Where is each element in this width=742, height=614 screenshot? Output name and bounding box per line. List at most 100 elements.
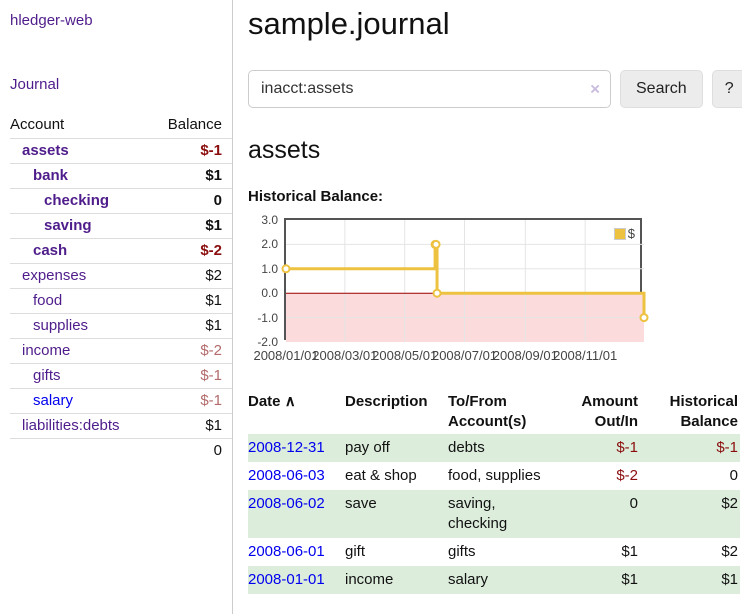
account-link-assets[interactable]: assets (22, 142, 69, 159)
register-balance: $2 (721, 543, 738, 560)
account-link-bank[interactable]: bank (33, 167, 69, 184)
account-row: expenses $2 (10, 263, 232, 289)
register-row: 2008-06-02 save saving, checking 0 $2 (248, 490, 740, 538)
account-row: salary $-1 (10, 388, 232, 414)
search-box: × (248, 70, 611, 108)
account-link-gifts[interactable]: gifts (33, 367, 61, 384)
x-axis-tick-label: 2008/03/01 (312, 348, 378, 363)
register-description: save (345, 495, 377, 512)
data-point-marker (431, 239, 441, 249)
register-description: pay off (345, 439, 390, 456)
help-button[interactable]: ? (711, 70, 742, 108)
account-balance: $1 (149, 213, 232, 239)
data-point-marker (281, 264, 291, 274)
account-balance: $-1 (149, 388, 232, 414)
account-balance: $-2 (149, 238, 232, 264)
x-axis-tick-label: 2008/09/01 (492, 348, 558, 363)
register-accounts: saving, checking (448, 495, 508, 532)
accounts-header-balance: Balance (149, 112, 232, 139)
register-header-row: Date ∧ Description To/From Account(s) Am… (248, 390, 740, 434)
account-balance: $-1 (149, 363, 232, 389)
register-date-link[interactable]: 2008-06-02 (248, 495, 325, 512)
account-balance: $-1 (149, 138, 232, 164)
account-link-saving[interactable]: saving (44, 217, 92, 234)
register-balance: $2 (721, 495, 738, 512)
account-link-cash[interactable]: cash (33, 242, 68, 259)
y-axis-tick-label: -2.0 (257, 335, 278, 349)
register-description: income (345, 571, 394, 588)
account-link-salary[interactable]: salary (33, 392, 74, 409)
register-row: 2008-01-01 income salary $1 $1 (248, 566, 740, 594)
x-axis-tick-label: 2008/11/01 (553, 348, 618, 363)
y-axis-tick-label: 3.0 (261, 213, 278, 227)
data-point-marker (639, 313, 649, 323)
account-balance: $1 (149, 288, 232, 314)
account-balance: $-2 (149, 338, 232, 364)
account-balance: 0 (149, 188, 232, 214)
register-date-link[interactable]: 2008-06-03 (248, 467, 325, 484)
account-balance: $1 (149, 413, 232, 439)
register-header-balance: Historical Balance (669, 393, 738, 430)
account-link-income[interactable]: income (22, 342, 71, 359)
account-row: saving $1 (10, 213, 232, 239)
sort-ascending-icon: ∧ (284, 393, 296, 410)
register-amount: $1 (621, 543, 638, 560)
accounts-header-row: Account Balance (10, 112, 232, 139)
register-row: 2008-06-01 gift gifts $1 $2 (248, 538, 740, 566)
account-row: liabilities:debts $1 (10, 413, 232, 439)
chart-plot-area: $ (281, 218, 649, 342)
accounts-header-account: Account (10, 112, 150, 139)
sidebar-item-journal[interactable]: Journal (10, 76, 60, 93)
accounts-total-row: 0 (10, 438, 232, 463)
register-description: gift (345, 543, 366, 560)
account-row: assets $-1 (10, 138, 232, 164)
y-axis-tick-label: -1.0 (257, 310, 278, 325)
sidebar: hledger-web Journal Account Balance asse… (0, 0, 233, 614)
account-link-supplies[interactable]: supplies (33, 317, 89, 334)
register-row: 2008-06-03 eat & shop food, supplies $-2 0 (248, 462, 740, 490)
legend-series-swatch-icon (613, 227, 626, 240)
accounts-table: Account Balance assets $-1 bank $1 checking 0… (10, 112, 232, 463)
register-table: Date ∧ Description To/From Account(s) Am… (248, 390, 740, 594)
historical-balance-chart: $ 3.0 2.0 1.0 0.0 -1.0 -2.0 2008/01/01 2008/03/… (248, 213, 649, 368)
clear-search-icon[interactable]: × (590, 79, 600, 99)
search-form: × Search ? (248, 70, 742, 108)
search-button[interactable]: Search (620, 70, 703, 108)
register-balance: $1 (721, 571, 738, 588)
x-axis-tick-label: 2008/07/01 (431, 348, 498, 363)
register-date-link[interactable]: 2008-12-31 (248, 439, 325, 456)
account-row: gifts $-1 (10, 363, 232, 389)
legend-series-label: $ (627, 226, 635, 241)
register-header-date[interactable]: Date ∧ (248, 393, 296, 410)
x-axis-tick-label: 2008/01/01 (253, 348, 319, 363)
register-description: eat & shop (345, 467, 417, 484)
account-row: income $-2 (10, 338, 232, 364)
account-link-food[interactable]: food (33, 292, 63, 309)
chart-legend: $ (612, 225, 636, 242)
chart-canvas (281, 220, 649, 342)
register-date-link[interactable]: 2008-06-01 (248, 543, 325, 560)
x-axis-tick-label: 2008/05/01 (372, 348, 438, 363)
register-amount: $-1 (616, 439, 638, 456)
register-balance: $-1 (716, 439, 738, 456)
app-title-link[interactable]: hledger-web (10, 12, 93, 29)
account-balance: $2 (149, 263, 232, 289)
search-input[interactable] (248, 70, 611, 108)
register-date-link[interactable]: 2008-01-01 (248, 571, 325, 588)
register-header-accounts: To/From Account(s) (448, 393, 527, 430)
account-link-checking[interactable]: checking (44, 192, 110, 209)
register-accounts: food, supplies (448, 467, 541, 484)
register-amount: $1 (621, 571, 638, 588)
account-link-expenses[interactable]: expenses (22, 267, 87, 284)
account-heading: assets (248, 136, 321, 164)
register-header-description: Description (345, 393, 428, 410)
register-accounts: salary (448, 571, 489, 588)
account-row: supplies $1 (10, 313, 232, 339)
account-link-liabilities-debts[interactable]: liabilities:debts (22, 417, 120, 434)
chart-title: Historical Balance: (248, 188, 384, 205)
y-axis-tick-label: 1.0 (261, 261, 278, 276)
register-header-amount: Amount Out/In (581, 393, 638, 430)
register-row: 2008-12-31 pay off debts $-1 $-1 (248, 434, 740, 462)
register-accounts: gifts (448, 543, 476, 560)
